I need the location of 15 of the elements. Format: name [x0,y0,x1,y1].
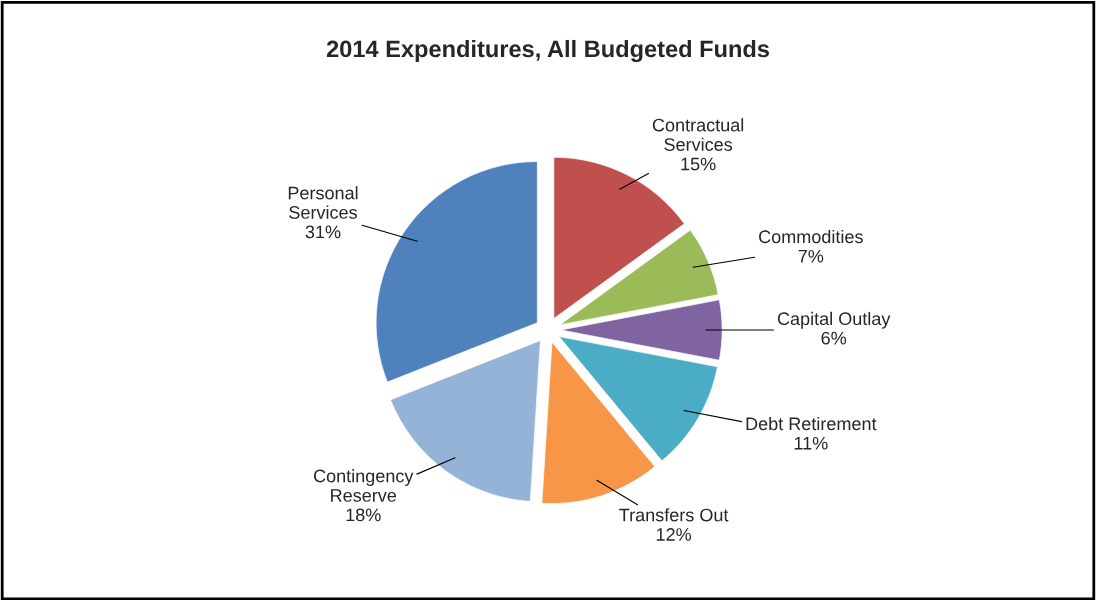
data-label: 31% [305,225,341,239]
slice-label: Contingency Reserve [313,469,414,502]
slice-label: Debt Retirement [746,416,877,431]
slice-label: Transfers Out [619,508,729,522]
data-label: 18% [346,508,381,522]
slice-label: Contractual Services [652,118,744,151]
data-label: 11% [794,436,828,450]
slice-label: Capital Outlay [777,311,891,329]
data-label: 12% [656,528,692,541]
data-label: 7% [798,249,824,263]
slice-label: Commodities [759,229,863,244]
data-label: 6% [821,331,847,345]
chart-title: 2014 Expenditures, All Budgeted Funds [326,39,769,63]
data-label: 15% [681,157,716,171]
slice-label: Personal Services [288,186,358,219]
